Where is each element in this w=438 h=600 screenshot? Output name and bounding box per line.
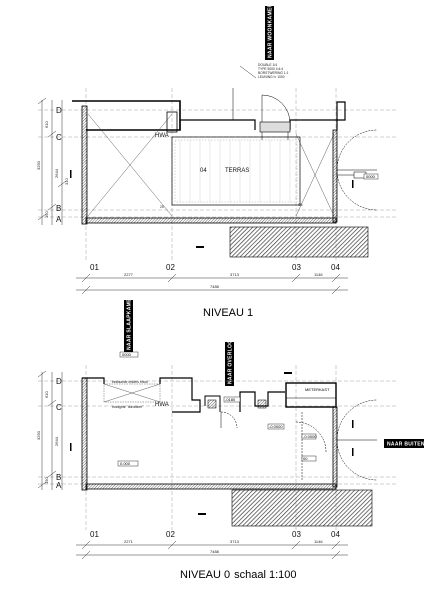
terras-area [171, 136, 301, 206]
walls-niveau-1 [72, 100, 346, 225]
svg-text:310: 310 [64, 178, 69, 185]
column-labels-0: 01 02 03 04 [90, 530, 340, 539]
grid-lines-horizontal [38, 109, 396, 218]
row-labels-0: D C B A [56, 377, 62, 490]
svg-text:B: B [56, 473, 61, 482]
svg-text:01: 01 [90, 530, 99, 539]
svg-text:7488: 7488 [210, 284, 220, 289]
svg-text:610: 610 [44, 121, 49, 128]
svg-text:190: 190 [44, 211, 49, 218]
svg-text:NAAR BUITEN: NAAR BUITEN [387, 442, 425, 448]
svg-text:HWA: HWA [155, 133, 169, 139]
plan-title-niveau-1: NIVEAU 1 [203, 307, 253, 319]
svg-text:A: A [56, 215, 62, 224]
door-swings-0 [220, 399, 378, 481]
level-tag: 0000 [122, 352, 132, 357]
level-tag-box [119, 351, 139, 358]
plan-niveau-1: NAAR WOONKAMER DOUBLE 1/4 TYPE 5000 4:4:… [36, 3, 396, 319]
hatched-ground-niveau-1 [229, 226, 369, 258]
svg-text:7488: 7488 [210, 549, 220, 554]
vertical-label-naar-overloop: NAAR OVERLOOP [225, 336, 234, 386]
svg-text:0.000: 0.000 [120, 461, 131, 466]
svg-text:3250: 3250 [36, 430, 41, 440]
svg-text:-0.0000: -0.0000 [303, 434, 317, 439]
door-swing-top [232, 88, 291, 140]
svg-text:03: 03 [292, 263, 301, 272]
svg-text:01: 01 [90, 263, 99, 272]
svg-text:bovagbar "dunststen": bovagbar "dunststen" [112, 405, 144, 409]
svg-text:-0180: -0180 [225, 397, 236, 402]
svg-text:06: 06 [298, 202, 303, 207]
svg-text:03: 03 [292, 530, 301, 539]
svg-text:NAAR SLAAPKAMER: NAAR SLAAPKAMER [127, 294, 133, 350]
room-labels-niveau-1: HWA 04 TERRAS 06 0000 [155, 133, 379, 207]
svg-text:02: 02 [166, 530, 175, 539]
left-dimension-values-0: 610 3250 2644 190 [36, 391, 59, 484]
svg-text:190: 190 [44, 477, 49, 484]
door-swing-right [336, 129, 378, 211]
svg-text:bestaande zolders bhoul: bestaande zolders bhoul [112, 380, 148, 384]
svg-text:04: 04 [331, 263, 340, 272]
svg-text:3713: 3713 [230, 272, 240, 277]
stair-diagonals [103, 383, 161, 403]
walls-niveau-0 [81, 377, 338, 491]
svg-text:TERRAS: TERRAS [225, 168, 249, 174]
svg-text:2644: 2644 [54, 168, 59, 178]
svg-text:BORSTWERING 1:1: BORSTWERING 1:1 [258, 71, 289, 75]
svg-text:2271: 2271 [124, 539, 134, 544]
plan-title-niveau-0: NIVEAU 0 schaal 1:100 [180, 569, 297, 581]
svg-text:NAAR WOONKAMER: NAAR WOONKAMER [268, 3, 274, 58]
svg-text:3250: 3250 [36, 160, 41, 170]
note-block: DOUBLE 1/4 TYPE 5000 4:4:4 BORSTWERING 1… [239, 63, 289, 79]
svg-text:04: 04 [331, 530, 340, 539]
svg-text:HWA: HWA [155, 402, 169, 408]
svg-text:C: C [56, 133, 62, 142]
svg-text:00: 00 [303, 456, 308, 461]
svg-text:1146: 1146 [314, 272, 323, 277]
svg-text:DOUBLE 1/4: DOUBLE 1/4 [258, 63, 277, 67]
vertical-label-naar-woonkamer: NAAR WOONKAMER [265, 3, 274, 60]
svg-text:0000: 0000 [366, 174, 376, 179]
svg-text:D: D [56, 377, 62, 386]
column-labels: 01 02 03 04 [90, 263, 340, 272]
bottom-dimension-lines-0 [76, 540, 348, 560]
svg-text:3713: 3713 [230, 539, 240, 544]
left-dimension-lines [37, 97, 67, 225]
svg-text:A: A [56, 481, 62, 490]
hatched-ground-niveau-0 [231, 489, 373, 527]
svg-text:C: C [56, 403, 62, 412]
bottom-dimension-values-0: 2271 3713 1146 7488 [124, 539, 323, 554]
level-tags-0: -0180 -0.0000 0.000 -0.0000 00 [117, 396, 317, 467]
left-dimension-lines-0 [37, 370, 63, 490]
row-labels: D C B A [56, 106, 62, 224]
svg-text:-0.0000: -0.0000 [269, 424, 283, 429]
svg-text:METERKAST: METERKAST [305, 387, 330, 392]
svg-text:610: 610 [44, 391, 49, 398]
svg-text:04: 04 [200, 168, 207, 174]
vertical-label-naar-slaapkamer: NAAR SLAAPKAMER [124, 294, 133, 352]
svg-text:2644: 2644 [54, 436, 59, 446]
level-markers: 25 [70, 170, 354, 248]
label-naar-buiten: NAAR BUITEN [384, 439, 425, 448]
left-dimension-values: 610 3250 2644 310 190 [36, 121, 69, 218]
svg-text:2277: 2277 [124, 272, 134, 277]
room-labels-niveau-0: HWA METERKAST bestaande zolders bhoul bo… [112, 380, 330, 409]
svg-text:TYPE 5000 4:4:4: TYPE 5000 4:4:4 [258, 67, 283, 71]
svg-text:NAAR OVERLOOP: NAAR OVERLOOP [228, 336, 234, 384]
bottom-dimension-lines [76, 273, 348, 295]
void-diagonals [87, 113, 335, 217]
svg-text:D: D [56, 106, 62, 115]
level-markers-0 [70, 372, 354, 515]
svg-text:1146: 1146 [314, 539, 323, 544]
svg-text:25: 25 [160, 205, 164, 209]
bottom-dimension-values: 2277 3713 1146 7488 [124, 272, 323, 289]
svg-text:LEUNING h: 1000: LEUNING h: 1000 [258, 75, 285, 79]
plan-niveau-0: NAAR SLAAPKAMER 0000 NAAR OVERLOOP D C B… [36, 294, 425, 581]
svg-text:02: 02 [166, 263, 175, 272]
svg-text:B: B [56, 204, 61, 213]
